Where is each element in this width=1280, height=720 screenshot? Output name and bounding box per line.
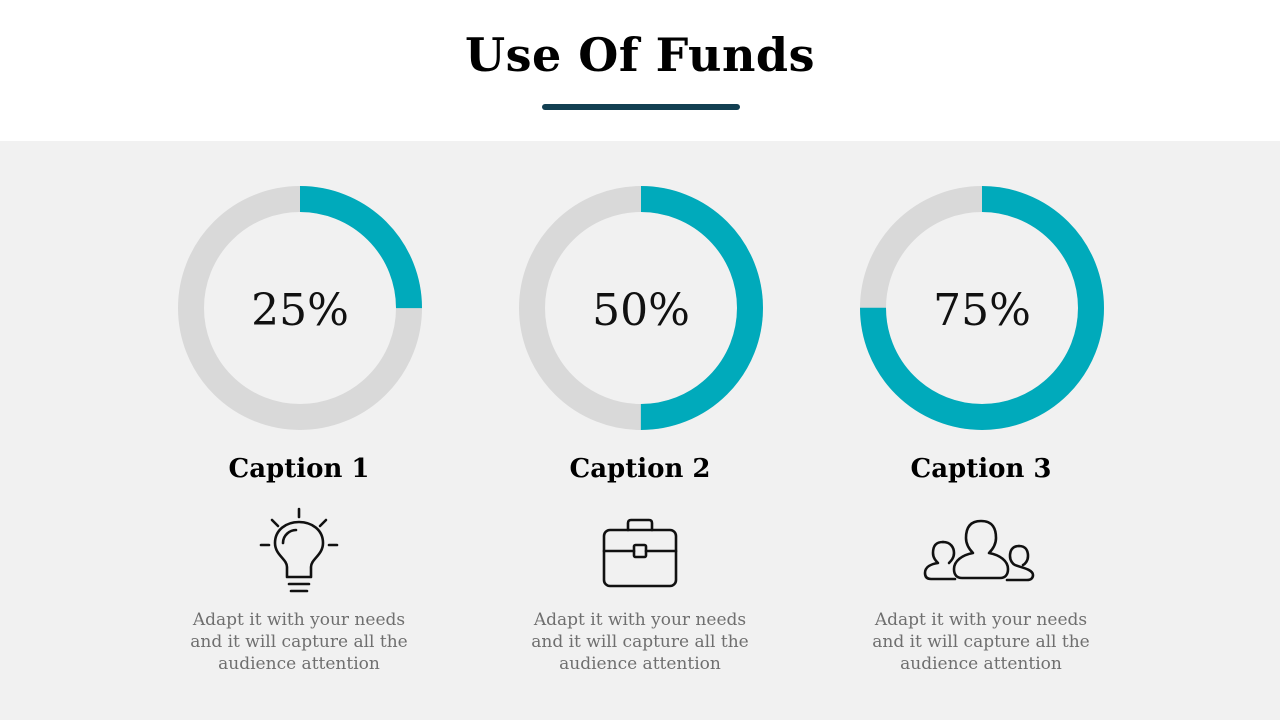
fund-item-2: 50% Caption 2 Adapt it with your needs a… [490,141,790,720]
progress-ring-2 [519,186,763,430]
header: Use Of Funds [0,0,1280,141]
caption-title: Caption 1 [228,454,370,484]
progress-ring-1 [178,186,422,430]
ring-progress-arc [519,186,763,430]
percent-label: 25% [251,285,349,336]
title-underline [542,104,740,110]
users-group-icon [923,519,1035,582]
page-title: Use Of Funds [465,28,815,82]
ring-progress-arc [860,186,1104,430]
briefcase-icon [602,518,678,588]
caption-title: Caption 3 [910,454,1052,484]
fund-item-3: 75% Caption 3 Adapt it with your needs a… [831,141,1131,720]
lightbulb-icon [259,507,339,593]
percent-label: 75% [933,285,1031,336]
fund-item-1: 25% Caption 1 Adapt it with your needs a… [149,141,449,720]
caption-description: Adapt it with your needs and it will cap… [872,610,1090,674]
caption-title: Caption 2 [569,454,711,484]
progress-ring-3 [860,186,1104,430]
caption-description: Adapt it with your needs and it will cap… [531,610,749,674]
caption-description: Adapt it with your needs and it will cap… [190,610,408,674]
ring-progress-arc [178,186,422,430]
percent-label: 50% [592,285,690,336]
